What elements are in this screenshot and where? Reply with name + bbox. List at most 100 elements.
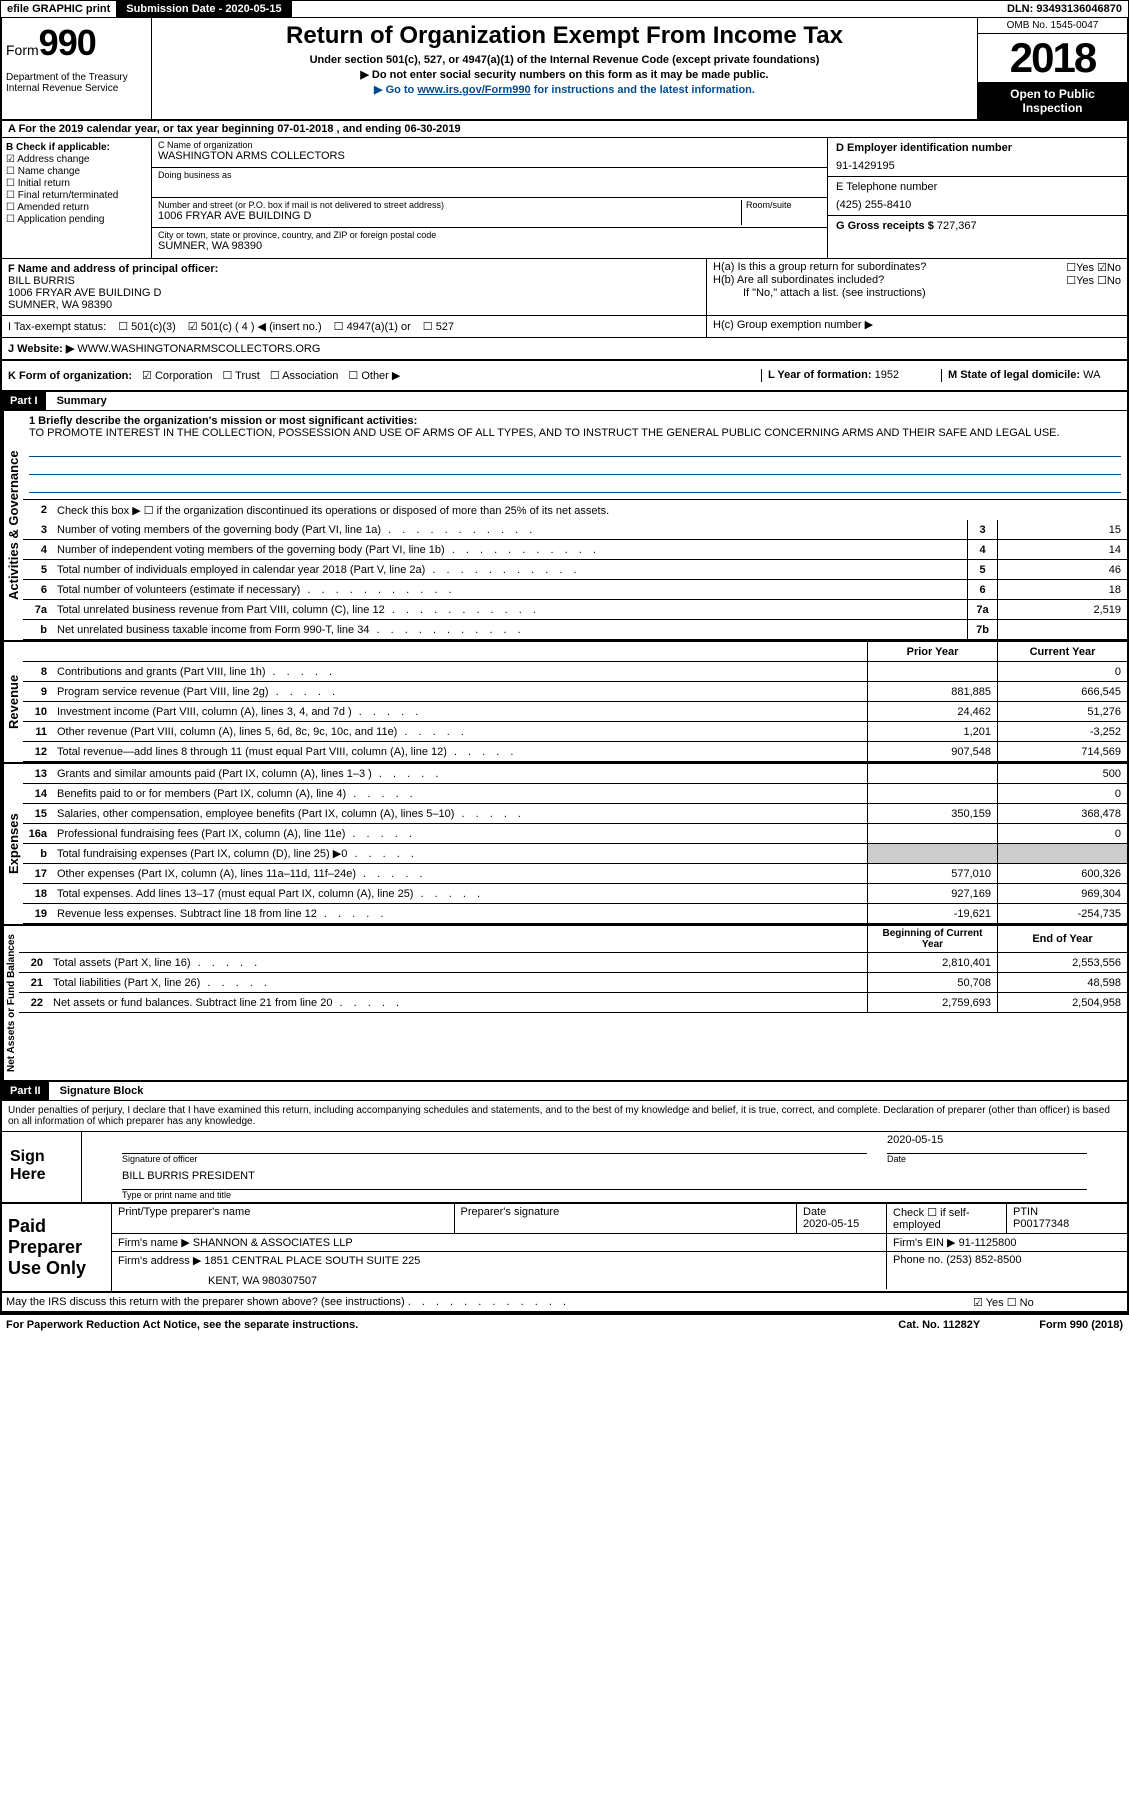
line-3: 3 Number of voting members of the govern… [23,520,1127,540]
netassets-content: Beginning of Current Year End of Year 20… [19,926,1127,1080]
header-center: Return of Organization Exempt From Incom… [152,18,977,119]
firm-addr-cell: Firm's address ▶ 1851 CENTRAL PLACE SOUT… [112,1252,887,1289]
korg-left: K Form of organization: ☑ Corporation ☐ … [8,369,761,382]
tax-status: I Tax-exempt status: ☐ 501(c)(3) ☑ 501(c… [2,316,707,337]
discuss-label: May the IRS discuss this return with the… [6,1296,405,1308]
hb-answer: ☐Yes ☐No [1066,274,1121,287]
line-2: 2 Check this box ▶ ☐ if the organization… [23,500,1127,520]
line-17: 17 Other expenses (Part IX, column (A), … [23,864,1127,884]
sig-officer-label: Signature of officer [122,1154,867,1164]
chk-pending[interactable]: ☐ Application pending [6,214,147,225]
dba-cell: Doing business as [152,168,827,198]
part1-title: Summary [49,395,107,407]
prep-row1: Print/Type preparer's name Preparer's si… [112,1204,1127,1234]
chk-name[interactable]: ☐ Name change [6,166,147,177]
end-year-hdr: End of Year [997,926,1127,952]
officer-addr2: SUMNER, WA 98390 [8,299,700,311]
line-22: 22 Net assets or fund balances. Subtract… [19,993,1127,1013]
period-row: A For the 2019 calendar year, or tax yea… [2,121,1127,138]
korg-trust[interactable]: ☐ Trust [222,369,259,382]
line-b: b Total fundraising expenses (Part IX, c… [23,844,1127,864]
phone-label: E Telephone number [836,181,1119,193]
irs-link[interactable]: www.irs.gov/Form990 [417,84,530,96]
form-number: Form990 [6,22,147,64]
org-addr: 1006 FRYAR AVE BUILDING D [158,210,741,222]
activities-section: Activities & Governance 1 Briefly descri… [2,411,1127,640]
city-label: City or town, state or province, country… [158,230,821,240]
dept: Department of the Treasury Internal Reve… [6,64,147,94]
sign-here-row: Sign Here Signature of officer 2020-05-1… [2,1132,1127,1204]
tax-527[interactable]: ☐ 527 [423,320,454,333]
gross-label: G Gross receipts $ [836,220,934,232]
efile-label[interactable]: efile GRAPHIC print [1,1,116,17]
firm-addr2: KENT, WA 980307507 [118,1267,880,1287]
firm-addr1: 1851 CENTRAL PLACE SOUTH SUITE 225 [204,1255,420,1267]
firm-addr-label: Firm's address ▶ [118,1255,201,1267]
prep-sig-label: Preparer's signature [455,1204,798,1233]
header-right: OMB No. 1545-0047 2018 Open to Public In… [977,18,1127,119]
firm-ein-value: 91-1125800 [959,1237,1017,1249]
form-ref: Form 990 (2018) [1039,1319,1123,1331]
org-name-label: C Name of organization [158,140,821,150]
chk-amended[interactable]: ☐ Amended return [6,202,147,213]
expenses-section: Expenses 13 Grants and similar amounts p… [2,764,1127,926]
form-header: Form990 Department of the Treasury Inter… [2,18,1127,121]
form-990-number: 990 [39,22,96,63]
paid-preparer: Paid Preparer Use Only [2,1204,112,1291]
side-activities: Activities & Governance [2,411,23,640]
open-public: Open to Public Inspection [978,83,1127,119]
side-revenue: Revenue [2,642,23,762]
print-name-label: Print/Type preparer's name [112,1204,455,1233]
tax-year: 2018 [978,34,1127,83]
chk-initial[interactable]: ☐ Initial return [6,178,147,189]
tax-501c4[interactable]: ☑ 501(c) ( 4 ) ◀ (insert no.) [188,320,322,333]
gross-cell: G Gross receipts $ 727,367 [828,216,1127,254]
year-formation: L Year of formation: 1952 [761,369,941,382]
tax-status-label: I Tax-exempt status: [8,321,106,333]
mission-line [29,459,1121,475]
room-label: Room/suite [746,200,821,210]
tax-4947[interactable]: ☐ 4947(a)(1) or [334,320,411,333]
state-value: WA [1083,369,1100,381]
hc-label: H(c) Group exemption number ▶ [713,319,873,331]
cat-no: Cat. No. 11282Y [839,1319,1039,1331]
korg-label: K Form of organization: [8,370,132,382]
addr-label: Number and street (or P.O. box if mail i… [158,200,741,210]
korg-other[interactable]: ☐ Other ▶ [348,369,400,382]
firm-ein-cell: Firm's EIN ▶ 91-1125800 [887,1234,1127,1251]
prep-date-value: 2020-05-15 [803,1218,880,1230]
top-bar: efile GRAPHIC print Submission Date - 20… [0,0,1129,18]
website-url[interactable]: WWW.WASHINGTONARMSCOLLECTORS.ORG [77,343,320,355]
state-domicile: M State of legal domicile: WA [941,369,1121,382]
revenue-content: Prior Year Current Year 8 Contributions … [23,642,1127,762]
ha-answer: ☐Yes ☑No [1066,261,1121,274]
chk-address[interactable]: ☑ Address change [6,154,147,165]
officer-addr1: 1006 FRYAR AVE BUILDING D [8,287,700,299]
mission-text: TO PROMOTE INTEREST IN THE COLLECTION, P… [29,427,1121,439]
check-applicable: B Check if applicable: ☑ Address change … [2,138,152,258]
sig-officer-field[interactable] [122,1134,867,1154]
check-b-label: B Check if applicable: [6,142,147,153]
korg-assoc[interactable]: ☐ Association [270,369,339,382]
id-block: B Check if applicable: ☑ Address change … [2,138,1127,259]
org-name: WASHINGTON ARMS COLLECTORS [158,150,821,162]
line-18: 18 Total expenses. Add lines 13–17 (must… [23,884,1127,904]
hc-block: H(c) Group exemption number ▶ [707,316,1127,337]
ptin-value: P00177348 [1013,1218,1121,1230]
chk-final[interactable]: ☐ Final return/terminated [6,190,147,201]
officer-block: F Name and address of principal officer:… [2,259,707,315]
ptin-label: PTIN [1013,1206,1121,1218]
line-5: 5 Total number of individuals employed i… [23,560,1127,580]
line-19: 19 Revenue less expenses. Subtract line … [23,904,1127,924]
part2-label: Part II [2,1082,49,1100]
website-row: J Website: ▶ WWW.WASHINGTONARMSCOLLECTOR… [2,338,1127,361]
year-label: L Year of formation: [768,369,872,381]
self-employed[interactable]: Check ☐ if self-employed [887,1204,1007,1233]
tax-501c3[interactable]: ☐ 501(c)(3) [118,320,176,333]
prior-year-hdr: Prior Year [867,642,997,661]
korg-corp[interactable]: ☑ Corporation [142,369,212,382]
sign-fields: Signature of officer 2020-05-15 Date BIL… [82,1132,1127,1202]
side-netassets: Net Assets or Fund Balances [2,926,19,1080]
officer-name-field: BILL BURRIS PRESIDENT [122,1170,1087,1190]
line-7a: 7a Total unrelated business revenue from… [23,600,1127,620]
